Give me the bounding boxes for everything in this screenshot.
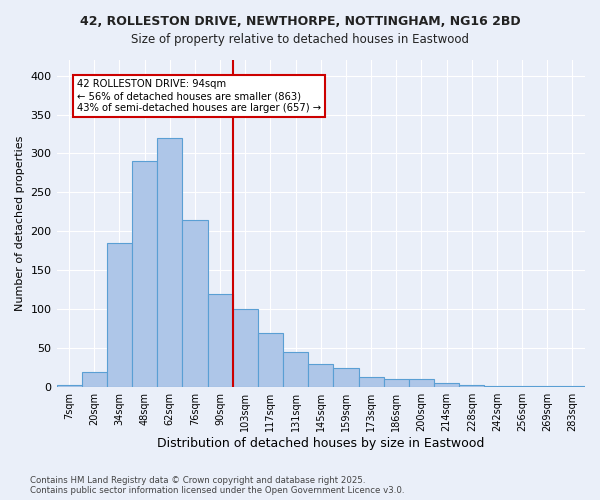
Text: 42, ROLLESTON DRIVE, NEWTHORPE, NOTTINGHAM, NG16 2BD: 42, ROLLESTON DRIVE, NEWTHORPE, NOTTINGH… [80,15,520,28]
Bar [560,386,585,387]
Bar [182,220,208,387]
Bar [459,385,484,387]
Bar [132,162,157,387]
Bar [283,352,308,387]
Text: Contains HM Land Registry data © Crown copyright and database right 2025.
Contai: Contains HM Land Registry data © Crown c… [30,476,404,495]
Bar [434,384,459,387]
Bar [484,386,509,387]
Bar [56,385,82,387]
Text: Size of property relative to detached houses in Eastwood: Size of property relative to detached ho… [131,32,469,46]
Bar [383,380,409,387]
Text: 42 ROLLESTON DRIVE: 94sqm
← 56% of detached houses are smaller (863)
43% of semi: 42 ROLLESTON DRIVE: 94sqm ← 56% of detac… [77,80,321,112]
Bar [82,372,107,387]
Bar [409,380,434,387]
Bar [107,243,132,387]
Bar [208,294,233,387]
Bar [535,386,560,387]
Bar [509,386,535,387]
Bar [308,364,334,387]
Bar [233,310,258,387]
Bar [258,332,283,387]
Bar [157,138,182,387]
Bar [359,377,383,387]
X-axis label: Distribution of detached houses by size in Eastwood: Distribution of detached houses by size … [157,437,484,450]
Y-axis label: Number of detached properties: Number of detached properties [15,136,25,312]
Bar [334,368,359,387]
